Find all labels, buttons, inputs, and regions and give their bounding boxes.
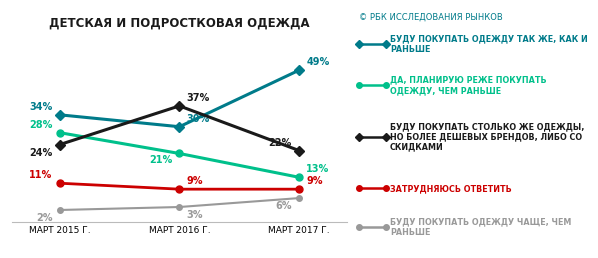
Text: 9%: 9% [187,176,203,186]
Text: 30%: 30% [187,114,210,124]
Text: 11%: 11% [29,170,53,180]
Text: 37%: 37% [187,93,210,103]
Text: 49%: 49% [306,57,329,67]
Text: 2%: 2% [36,213,53,223]
Text: 3%: 3% [187,210,203,220]
Text: БУДУ ПОКУПАТЬ ОДЕЖДУ ЧАЩЕ, ЧЕМ
РАНЬШЕ: БУДУ ПОКУПАТЬ ОДЕЖДУ ЧАЩЕ, ЧЕМ РАНЬШЕ [390,217,571,237]
Text: 34%: 34% [29,102,53,112]
Text: 24%: 24% [29,148,53,158]
Text: 21%: 21% [149,155,172,165]
Text: 9%: 9% [306,176,323,186]
Text: ДЕТСКАЯ И ПОДРОСТКОВАЯ ОДЕЖДА: ДЕТСКАЯ И ПОДРОСТКОВАЯ ОДЕЖДА [49,17,310,30]
Text: 13%: 13% [306,164,329,174]
Text: ЗАТРУДНЯЮСЬ ОТВЕТИТЬ: ЗАТРУДНЯЮСЬ ОТВЕТИТЬ [390,184,512,193]
Text: 6%: 6% [275,201,292,212]
Text: БУДУ ПОКУПАТЬ ОДЕЖДУ ТАК ЖЕ, КАК И
РАНЬШЕ: БУДУ ПОКУПАТЬ ОДЕЖДУ ТАК ЖЕ, КАК И РАНЬШ… [390,34,588,54]
Text: БУДУ ПОКУПАТЬ СТОЛЬКО ЖЕ ОДЕЖДЫ,
НО БОЛЕЕ ДЕШЕВЫХ БРЕНДОВ, ЛИБО СО
СКИДКАМИ: БУДУ ПОКУПАТЬ СТОЛЬКО ЖЕ ОДЕЖДЫ, НО БОЛЕ… [390,122,584,152]
Text: ДА, ПЛАНИРУЮ РЕЖЕ ПОКУПАТЬ
ОДЕЖДУ, ЧЕМ РАНЬШЕ: ДА, ПЛАНИРУЮ РЕЖЕ ПОКУПАТЬ ОДЕЖДУ, ЧЕМ Р… [390,75,547,95]
Text: © РБК ИССЛЕДОВАНИЯ РЫНКОВ: © РБК ИССЛЕДОВАНИЯ РЫНКОВ [359,13,502,22]
Text: 22%: 22% [269,138,292,148]
Text: 28%: 28% [29,120,53,130]
